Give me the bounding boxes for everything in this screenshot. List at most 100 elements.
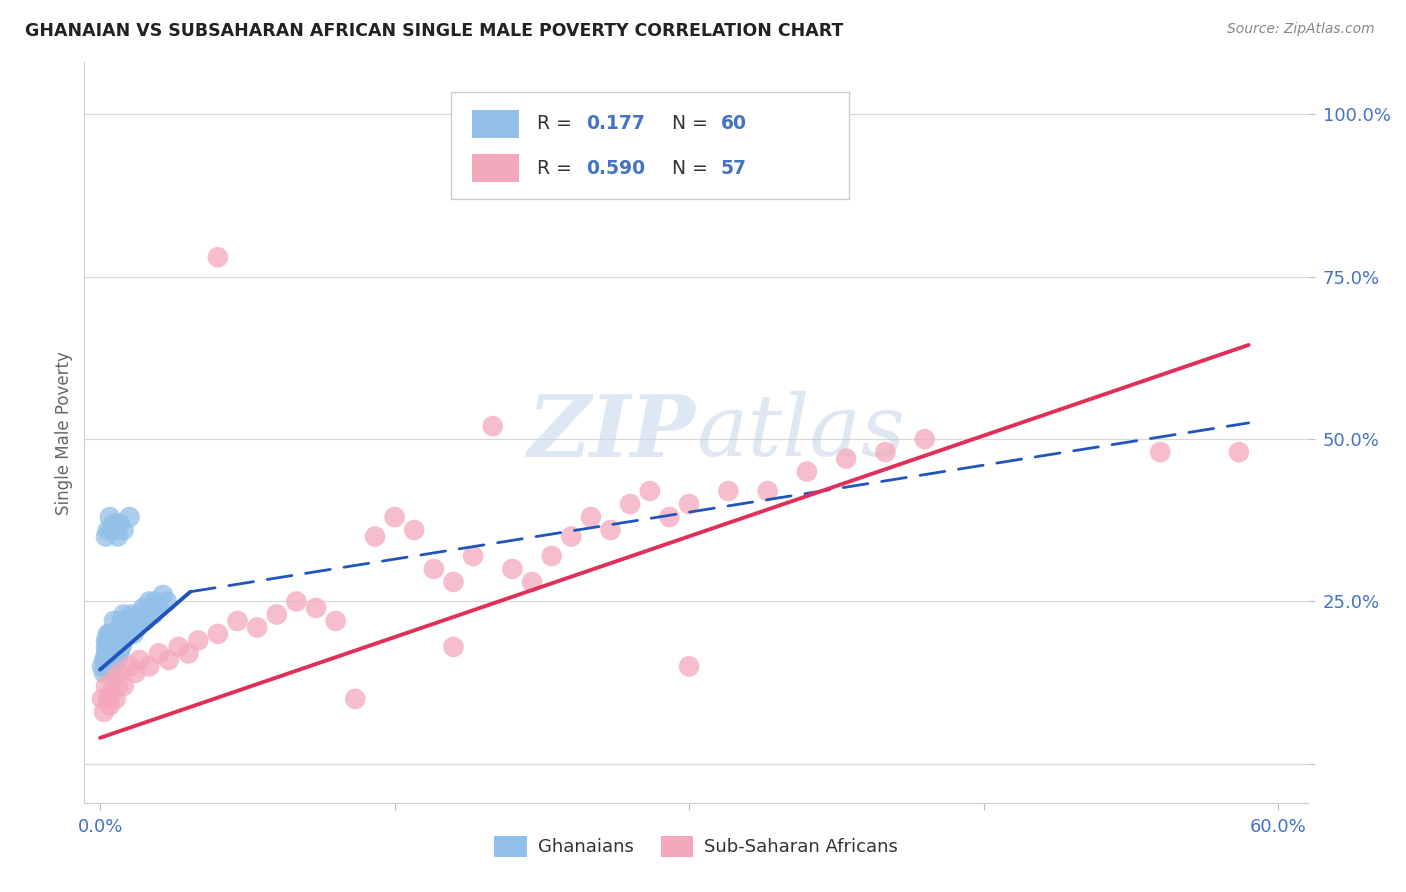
Point (91, 659, 114, 673)
Bar (472, 110, 519, 138)
Point (481, 419, 503, 434)
Point (94, 653, 117, 667)
Point (305, 601, 328, 615)
Point (344, 692, 367, 706)
Point (97, 692, 120, 706)
Point (97, 627, 120, 641)
Point (835, 451, 858, 466)
Point (423, 562, 446, 576)
Point (98, 640, 121, 654)
Legend: Ghanaians, Sub-Saharan Africans: Ghanaians, Sub-Saharan Africans (486, 829, 905, 864)
Point (93, 653, 115, 667)
Point (94, 679, 117, 693)
Point (103, 640, 125, 654)
Point (134, 614, 156, 628)
Point (98, 653, 121, 667)
Point (501, 562, 523, 576)
Point (108, 665, 131, 680)
Point (325, 614, 347, 628)
Text: 57: 57 (720, 159, 747, 178)
Point (638, 484, 661, 499)
Point (103, 653, 125, 667)
Point (1149, 445, 1171, 459)
Point (148, 601, 170, 615)
Text: N =: N = (672, 114, 713, 134)
Point (481, 107, 503, 121)
Point (104, 627, 127, 641)
Point (678, 497, 700, 511)
Point (157, 653, 180, 667)
Point (108, 647, 131, 661)
Point (148, 647, 170, 661)
Point (104, 692, 127, 706)
Point (443, 640, 465, 654)
Point (107, 529, 129, 543)
Point (207, 627, 229, 641)
Point (658, 510, 681, 524)
Point (678, 659, 700, 673)
FancyBboxPatch shape (451, 92, 849, 200)
Point (112, 607, 135, 622)
Point (132, 601, 155, 615)
Point (91, 692, 114, 706)
Point (98, 510, 121, 524)
Point (101, 523, 124, 537)
Point (108, 516, 131, 531)
Point (187, 633, 209, 648)
Point (156, 594, 179, 608)
Point (118, 659, 141, 673)
Point (107, 679, 129, 693)
Text: atlas: atlas (696, 392, 905, 474)
Point (128, 653, 150, 667)
Point (717, 484, 740, 499)
Point (97, 633, 120, 648)
Point (94, 647, 117, 661)
Point (118, 614, 141, 628)
Point (875, 445, 897, 459)
Point (167, 640, 190, 654)
Point (104, 647, 127, 661)
Point (914, 432, 936, 446)
Point (619, 497, 641, 511)
Point (112, 523, 135, 537)
Point (112, 633, 135, 648)
Point (121, 607, 143, 622)
Text: 60: 60 (720, 114, 747, 134)
Point (520, 574, 543, 589)
Text: Source: ZipAtlas.com: Source: ZipAtlas.com (1227, 22, 1375, 37)
Point (1227, 445, 1250, 459)
Point (226, 614, 249, 628)
Point (152, 588, 174, 602)
Point (118, 510, 141, 524)
Text: GHANAIAN VS SUBSAHARAN AFRICAN SINGLE MALE POVERTY CORRELATION CHART: GHANAIAN VS SUBSAHARAN AFRICAN SINGLE MA… (25, 22, 844, 40)
Text: 0.590: 0.590 (586, 159, 645, 178)
Point (207, 250, 229, 264)
Point (101, 647, 124, 661)
Text: R =: R = (537, 159, 578, 178)
Point (112, 679, 135, 693)
Point (142, 607, 165, 622)
Point (756, 484, 779, 499)
Point (98, 665, 121, 680)
Point (117, 620, 139, 634)
Point (404, 523, 426, 537)
Point (463, 549, 485, 563)
Point (177, 647, 200, 661)
Point (97, 647, 120, 661)
Point (443, 574, 465, 589)
Point (111, 640, 134, 654)
Point (560, 529, 582, 543)
Point (104, 523, 127, 537)
Point (98, 627, 121, 641)
Point (94, 529, 117, 543)
Point (138, 659, 160, 673)
Point (94, 640, 117, 654)
Text: ZIP: ZIP (529, 391, 696, 475)
Point (103, 516, 125, 531)
Point (107, 653, 129, 667)
Point (127, 620, 149, 634)
Text: N =: N = (672, 159, 713, 178)
Point (101, 659, 124, 673)
Point (124, 665, 146, 680)
Point (129, 614, 152, 628)
